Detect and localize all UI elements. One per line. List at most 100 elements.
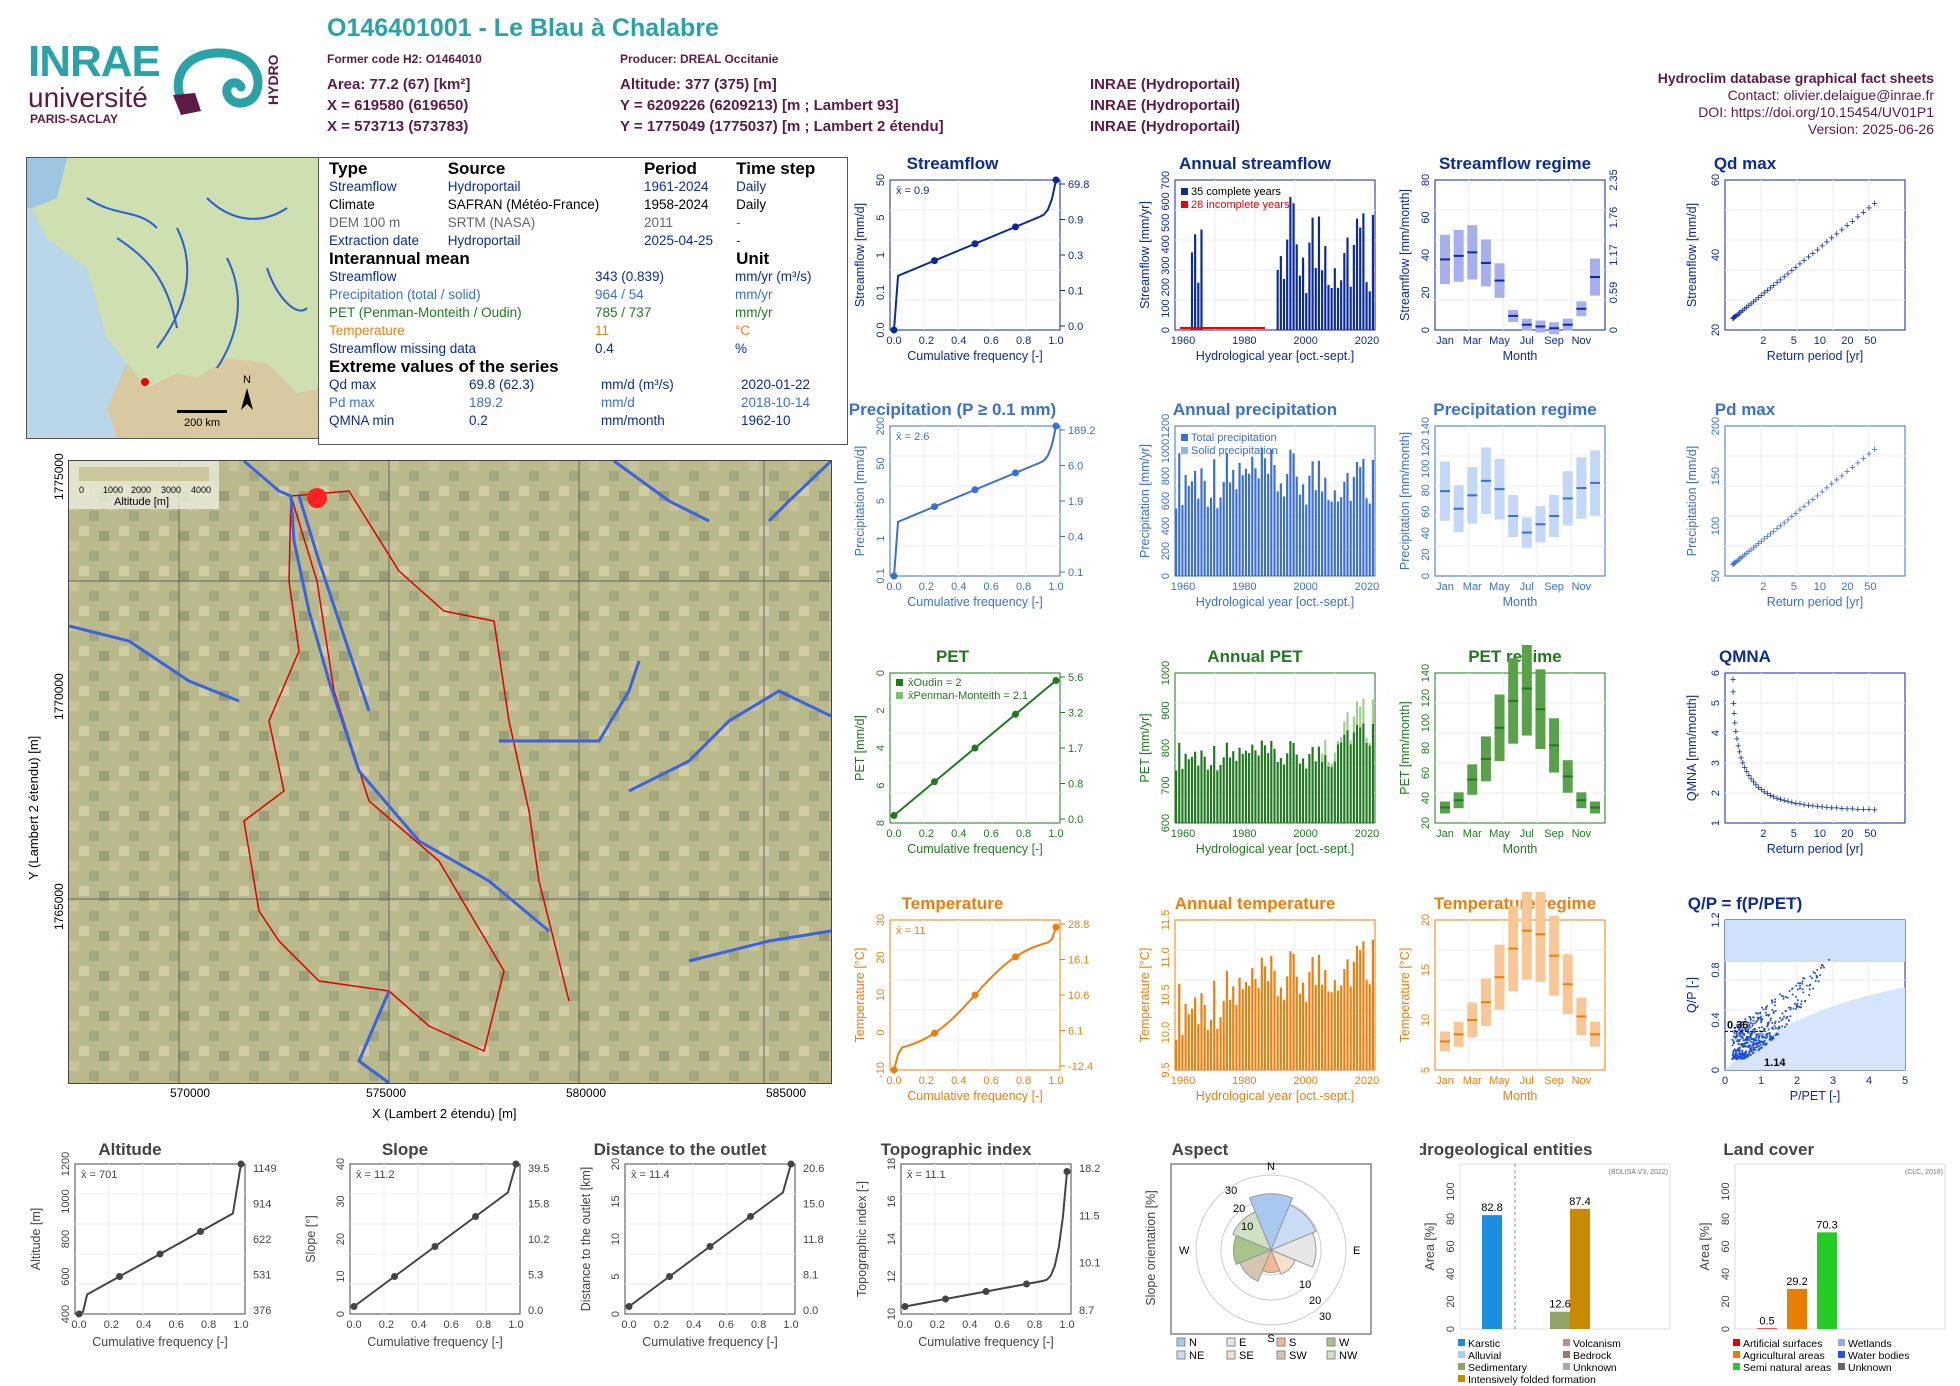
- map-xtick: 580000: [566, 1086, 607, 1100]
- x-tick-label: 5: [1791, 828, 1797, 840]
- return-period-point: +: [1735, 740, 1741, 752]
- annual-bar: [1209, 497, 1213, 576]
- y-tick-label: 50: [875, 457, 887, 469]
- bar: [1482, 1215, 1502, 1329]
- qp-point: [1752, 1019, 1755, 1022]
- svg-text:0: 0: [79, 485, 84, 495]
- qp-point: [1737, 1042, 1740, 1045]
- x-axis-label: Month: [1503, 349, 1538, 363]
- y-axis-label: Slope [°]: [304, 1215, 318, 1262]
- qp-point: [1766, 1035, 1769, 1038]
- right-tick-label: 0.59: [1608, 282, 1620, 303]
- return-period-point: +: [1735, 309, 1741, 321]
- qp-point: [1743, 1056, 1746, 1059]
- legend-label: E: [1239, 1337, 1246, 1349]
- annual-bar: [1292, 953, 1295, 1070]
- annual-bar: [1324, 477, 1327, 576]
- y-tick-label: 80: [1420, 484, 1432, 496]
- annual-bar: [1359, 727, 1362, 823]
- return-period-point: +: [1829, 479, 1835, 491]
- annual-bar: [1244, 468, 1248, 576]
- annual-bar: [1305, 768, 1308, 823]
- qp-point: [1738, 1052, 1741, 1055]
- legend-label: Unknown: [1573, 1362, 1617, 1374]
- y-axis-label: Distance to the outlet [km]: [579, 1167, 593, 1312]
- qp-point: [1764, 1037, 1767, 1040]
- return-period-point: +: [1738, 752, 1744, 764]
- quantile-point: [971, 240, 979, 248]
- annual-bar: [1270, 955, 1273, 1070]
- y-tick-label: 400: [1160, 235, 1172, 253]
- right-tick-label: 0.1: [1068, 567, 1083, 579]
- x-tick-label: 1980: [1232, 581, 1256, 593]
- y-tick-label: 0: [1720, 1326, 1732, 1332]
- chart-title: Altitude: [98, 1140, 161, 1159]
- quantile-point: [391, 1273, 398, 1280]
- return-period-point: +: [1839, 470, 1845, 482]
- quantile-point: [666, 1273, 673, 1280]
- qp-point: [1789, 1006, 1792, 1009]
- annual-bar: [1181, 1034, 1184, 1070]
- annual-bar: [1178, 742, 1181, 823]
- annual-bar: [1352, 244, 1355, 330]
- return-period-point: +: [1758, 290, 1764, 302]
- qp-point: [1740, 1035, 1743, 1038]
- qp-point: [1802, 991, 1805, 994]
- rose-sector: [1270, 1204, 1317, 1251]
- y-tick-label: 20: [1710, 324, 1722, 336]
- annual-bar: [1276, 270, 1279, 330]
- x-tick-label: 1960: [1171, 335, 1195, 347]
- qp-point: [1748, 1015, 1751, 1018]
- right-tick-label: 15.0: [803, 1199, 824, 1211]
- chart-title: QMNA: [1719, 647, 1771, 666]
- annual-bar: [1216, 1028, 1219, 1070]
- qp-point: [1742, 1045, 1745, 1048]
- y-axis-label: Area [%]: [1423, 1223, 1437, 1271]
- qp-point: [1740, 1042, 1743, 1045]
- chart-title: Topographic index: [881, 1140, 1032, 1159]
- annual-bar: [1267, 753, 1270, 823]
- return-period-point: +: [1781, 517, 1787, 529]
- return-period-point: +: [1758, 536, 1764, 548]
- annual-bar: [1279, 256, 1282, 330]
- chart-altitude: Altitude 400 600 800 1000 1200 0.0 0.2 0.4 0.6 0.8…: [29, 1140, 277, 1349]
- x-tick-label: 2000: [1293, 335, 1317, 347]
- annual-bar: [1251, 968, 1254, 1070]
- x-tick-label: 1960: [1171, 1075, 1195, 1087]
- x-lambert2: X = 573713 (573783): [327, 118, 469, 135]
- y-tick-label: 1200: [60, 1152, 72, 1176]
- annual-bar: [1260, 740, 1263, 823]
- annual-bar: [1289, 951, 1292, 1070]
- qp-point: [1737, 1040, 1740, 1043]
- x-tick-label: 0.2: [930, 1319, 945, 1331]
- annual-bar: [1263, 745, 1267, 823]
- qp-point: [1771, 1035, 1774, 1038]
- return-period-point: +: [1855, 458, 1861, 470]
- annual-bar: [1336, 287, 1340, 330]
- legend-key: [1563, 1351, 1570, 1358]
- annual-bar: [1197, 282, 1200, 330]
- producer: Producer: DREAL Occitanie: [620, 52, 779, 66]
- qp-point: [1753, 1043, 1756, 1046]
- y-tick-label: 2: [875, 707, 887, 713]
- qp-point: [1749, 1053, 1752, 1056]
- y-axis-label: PET [mm/month]: [1398, 701, 1412, 795]
- qp-point: [1816, 968, 1819, 971]
- y-axis-label: Streamflow [mm/d]: [853, 203, 867, 307]
- y-tick-label: 40: [1710, 249, 1722, 261]
- annual-bar: [1295, 976, 1298, 1070]
- quantile-point: [197, 1228, 204, 1235]
- return-period-point: +: [1770, 791, 1776, 803]
- return-period-point: +: [1731, 312, 1737, 324]
- y-tick-label: 80: [1420, 742, 1432, 754]
- y-tick-label: 1000: [1160, 439, 1172, 463]
- annual-bar: [1200, 229, 1203, 330]
- return-period-point: +: [1781, 271, 1787, 283]
- y-axis-label: Temperature [°C]: [1138, 948, 1152, 1043]
- x-tick-label: 0.2: [919, 335, 934, 347]
- y-axis-label: Temperature [°C]: [853, 948, 867, 1043]
- legend-label: Bedrock: [1573, 1350, 1612, 1362]
- annual-bar: [1178, 453, 1181, 576]
- plot-frame: [1724, 179, 1906, 331]
